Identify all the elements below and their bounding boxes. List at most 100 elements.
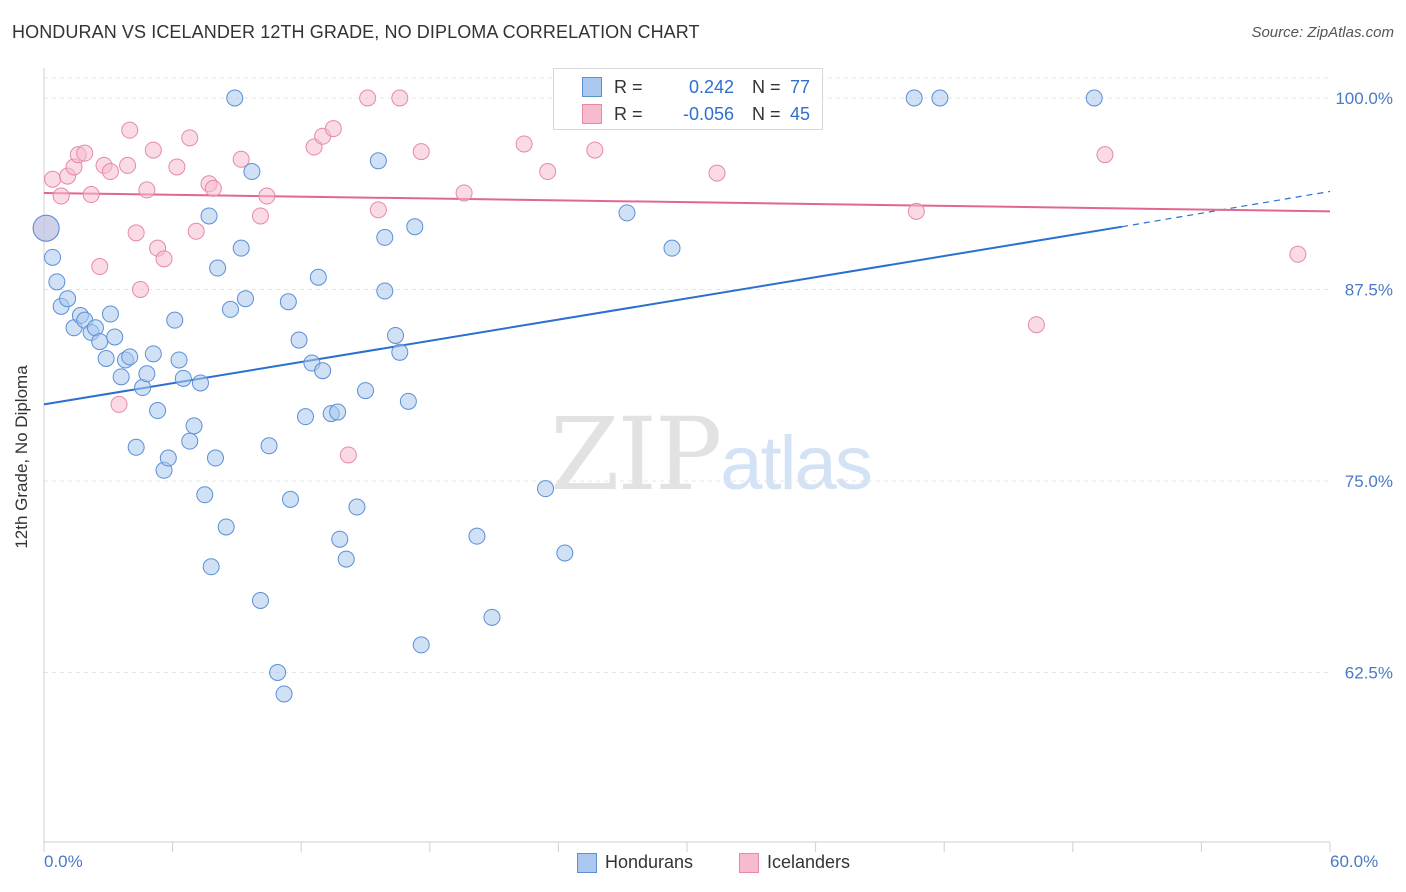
hondurans-point xyxy=(159,449,177,467)
hondurans-point xyxy=(281,490,299,508)
n-label: N = xyxy=(752,76,781,97)
icelanders-point xyxy=(251,207,269,225)
icelanders-point xyxy=(539,163,557,181)
icelanders-point xyxy=(391,89,409,107)
hondurans-point xyxy=(556,544,574,562)
hondurans-point xyxy=(44,248,62,266)
hondurans-point xyxy=(251,591,269,609)
hondurans-point xyxy=(138,365,156,383)
icelanders-trend-line xyxy=(43,191,1331,213)
hondurans-point xyxy=(296,408,314,426)
icelanders-point xyxy=(110,395,128,413)
hondurans-point xyxy=(127,438,145,456)
hondurans-point xyxy=(236,290,254,308)
icelanders-point xyxy=(1289,245,1307,263)
icelanders-swatch xyxy=(582,104,602,124)
icelanders-point xyxy=(455,184,473,202)
icelanders-point xyxy=(359,89,377,107)
icelanders-point xyxy=(76,144,94,162)
y-axis-label: 12th Grade, No Diploma xyxy=(12,365,31,549)
legend-label-icelanders: Icelanders xyxy=(767,852,851,872)
hondurans-point xyxy=(269,664,287,681)
legend-item-icelanders[interactable]: Icelanders xyxy=(739,852,850,873)
hondurans-point xyxy=(217,518,235,536)
hondurans-point xyxy=(106,328,124,346)
hondurans-point xyxy=(101,305,119,323)
watermark: ZIPatlas xyxy=(550,396,873,513)
hondurans-n-value: 77 xyxy=(790,76,811,97)
hondurans-point xyxy=(209,259,227,277)
gridlines xyxy=(44,77,1330,673)
icelanders-point xyxy=(127,224,145,242)
icelanders-point xyxy=(324,120,342,138)
legend-item-hondurans[interactable]: Hondurans xyxy=(577,852,693,873)
correlation-stats-box: R = 0.242 N = 77 R = -0.056 N = 45 xyxy=(553,68,823,130)
icelanders-point xyxy=(586,141,604,159)
hondurans-trend-line xyxy=(43,225,1123,406)
icelanders-point xyxy=(1027,316,1045,334)
chart-title: HONDURAN VS ICELANDER 12TH GRADE, NO DIP… xyxy=(12,22,700,42)
stats-row-icelanders: R = -0.056 N = 45 xyxy=(554,100,810,128)
icelanders-point xyxy=(187,222,205,240)
icelanders-point xyxy=(204,179,222,197)
icelanders-point xyxy=(44,170,62,188)
icelanders-point xyxy=(91,258,109,276)
icelanders-point xyxy=(138,181,156,199)
hondurans-point xyxy=(290,331,308,349)
icelanders-point xyxy=(181,129,199,147)
icelanders-r-value: -0.056 xyxy=(682,103,734,124)
icelanders-point xyxy=(258,187,276,205)
hondurans-point xyxy=(206,449,224,467)
axes xyxy=(43,68,1331,852)
icelanders-point xyxy=(369,201,387,219)
hondurans-point xyxy=(243,163,261,181)
icelanders-point xyxy=(155,250,173,268)
icelanders-point xyxy=(168,158,186,176)
hondurans-r-value: 0.242 xyxy=(688,76,734,97)
hondurans-point xyxy=(663,239,681,257)
hondurans-point xyxy=(483,608,501,626)
hondurans-point xyxy=(357,382,374,400)
hondurans-point xyxy=(174,369,192,387)
hondurans-point xyxy=(170,351,188,369)
x-tick-max: 60.0% xyxy=(1330,852,1379,871)
hondurans-point xyxy=(369,152,387,170)
hondurans-point xyxy=(905,89,923,107)
icelanders-point xyxy=(82,186,100,204)
hondurans-point xyxy=(275,685,293,703)
hondurans-point xyxy=(121,348,139,366)
hondurans-point xyxy=(537,480,555,498)
y-tick-label: 100.0% xyxy=(1335,89,1393,108)
y-tick-label: 87.5% xyxy=(1345,281,1393,300)
source-label: Source: ZipAtlas.com xyxy=(1251,24,1394,41)
hondurans-point xyxy=(376,228,394,246)
hondurans-point xyxy=(391,343,409,361)
hondurans-point xyxy=(91,333,109,351)
icelanders-point xyxy=(131,281,149,298)
hondurans-point xyxy=(196,486,214,504)
hondurans-point xyxy=(191,374,209,392)
icelanders-point xyxy=(907,202,925,220)
legend-swatch-icelanders xyxy=(739,852,759,873)
x-tick-min: 0.0% xyxy=(44,852,83,871)
hondurans-point xyxy=(1085,89,1103,107)
trend-lines xyxy=(43,190,1331,406)
hondurans-point xyxy=(59,290,77,308)
hondurans-point xyxy=(279,293,297,311)
hondurans-point xyxy=(399,392,417,410)
legend-swatch-hondurans xyxy=(577,852,597,873)
hondurans-point xyxy=(221,300,239,318)
hondurans-point xyxy=(144,345,162,363)
hondurans-points xyxy=(32,89,1103,703)
hondurans-point xyxy=(97,349,115,367)
r-label: R = xyxy=(614,76,643,97)
hondurans-point xyxy=(309,268,327,286)
icelanders-point xyxy=(119,156,137,174)
hondurans-point xyxy=(387,326,405,344)
icelanders-point xyxy=(232,150,250,168)
hondurans-point xyxy=(149,402,167,420)
hondurans-point xyxy=(181,432,199,450)
y-tick-label: 75.0% xyxy=(1345,472,1393,491)
hondurans-point xyxy=(48,273,66,291)
hondurans-point xyxy=(618,204,636,222)
